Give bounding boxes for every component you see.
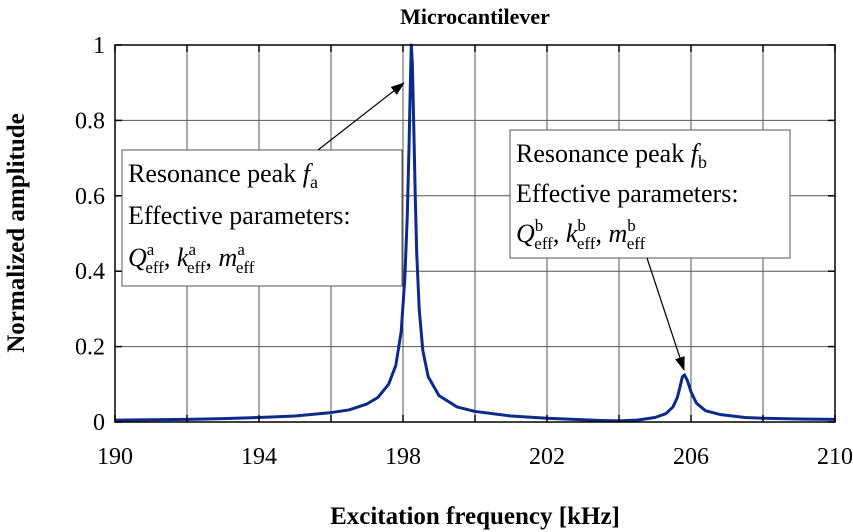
annotation-a-box [121, 149, 403, 287]
chart-title: Microcantilever [400, 4, 550, 29]
y-tick-label: 1 [93, 33, 105, 59]
x-tick-label: 202 [529, 444, 565, 470]
y-tick-label: 0.2 [75, 335, 105, 361]
annotation-b-line1: Resonance peak fb [516, 139, 707, 172]
annotation-a-line2: Effective parameters: [128, 201, 351, 230]
annotation-a-params: Qa eff, ka eff, ma eff [128, 240, 255, 277]
y-tick-label: 0 [93, 410, 105, 436]
y-axis-label: Normalized amplitude [3, 113, 30, 353]
annotation-b-arrow [646, 257, 685, 371]
x-tick-label: 190 [97, 444, 133, 470]
annotation-a: Resonance peak fa Effective parameters: … [121, 82, 405, 287]
x-tick-label: 210 [817, 444, 853, 470]
annotation-b-params: Qb eff, kb eff, mb eff [516, 216, 646, 253]
annotation-b-box [509, 129, 791, 259]
x-tick-label: 198 [385, 444, 421, 470]
y-tick-label: 0.4 [75, 259, 105, 285]
annotation-b-line2: Effective parameters: [516, 179, 739, 208]
y-tick-label: 0.8 [75, 108, 105, 134]
series-line [114, 43, 836, 423]
annotation-a-arrow [317, 82, 405, 151]
x-tick-label: 206 [673, 444, 709, 470]
tick-labels: 190 194 198 202 206 210 0 0.2 0.4 0.6 0.8 1 [75, 33, 853, 470]
annotation-b: Resonance peak fb Effective parameters: … [509, 129, 791, 371]
y-tick-label: 0.6 [75, 184, 105, 210]
annotation-a-line1: Resonance peak fa [128, 159, 318, 192]
x-axis-label: Excitation frequency [kHz] [330, 503, 620, 530]
x-tick-label: 194 [241, 444, 277, 470]
curve-layer [114, 43, 836, 423]
ticks [114, 44, 836, 423]
